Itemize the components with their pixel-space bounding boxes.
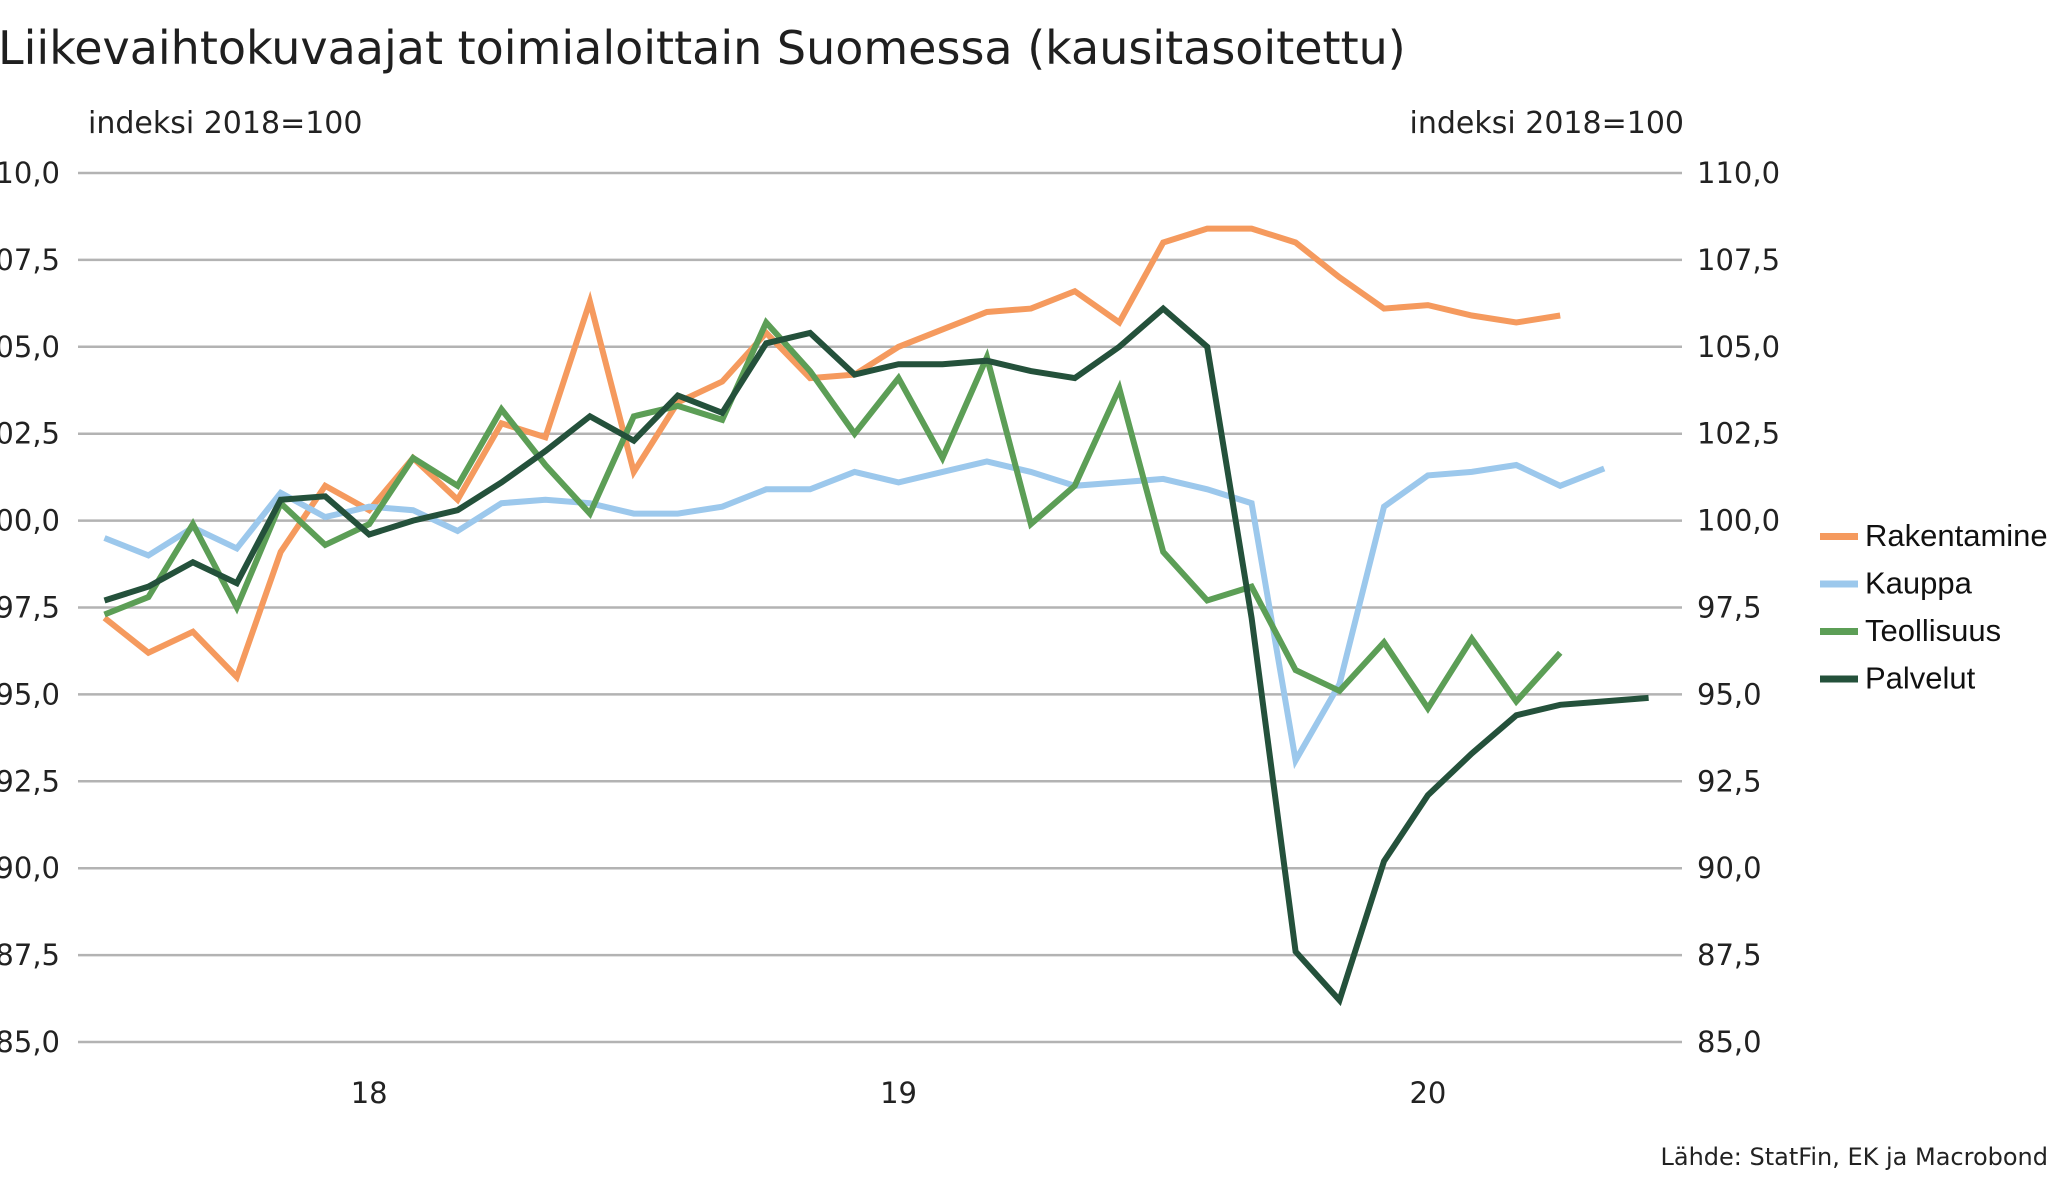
y-tick-left: 105,0: [0, 330, 60, 364]
series-teollisuus: [103, 317, 1563, 714]
legend-swatch: [1820, 533, 1858, 540]
y-tick-left: 92,5: [0, 764, 60, 798]
series-line: [103, 317, 1563, 714]
series-kauppa: [103, 458, 1606, 770]
y-axis-left-label: indeksi 2018=100: [88, 106, 362, 141]
series-line: [103, 458, 1606, 770]
y-tick-left: 102,5: [0, 417, 60, 451]
y-tick-left: 90,0: [0, 851, 60, 885]
y-tick-left: 95,0: [0, 677, 60, 711]
y-tick-left: 85,0: [0, 1025, 60, 1059]
y-tick-right: 95,0: [1697, 677, 1762, 711]
y-tick-right: 90,0: [1697, 851, 1762, 885]
x-tick: 19: [880, 1076, 917, 1110]
y-tick-right: 105,0: [1697, 330, 1780, 364]
x-tick: 20: [1409, 1076, 1446, 1110]
y-tick-right: 97,5: [1697, 591, 1762, 625]
legend-item-teollisuus: Teollisuus: [1820, 613, 2001, 648]
y-tick-right: 110,0: [1697, 156, 1780, 190]
y-tick-left: 100,0: [0, 504, 60, 538]
legend-label: Palvelut: [1865, 661, 1976, 696]
y-tick-left: 110,0: [0, 156, 60, 190]
plot-area: [102, 225, 1649, 1007]
legend-item-rakentaminen: Rakentaminen: [1820, 518, 2048, 553]
y-tick-left: 97,5: [0, 591, 60, 625]
series-palvelut: [103, 304, 1649, 1007]
legend-item-palvelut: Palvelut: [1820, 661, 1976, 696]
legend-label: Teollisuus: [1865, 613, 2001, 648]
y-tick-right: 85,0: [1697, 1025, 1762, 1059]
y-tick-right: 92,5: [1697, 764, 1762, 798]
x-tick: 18: [351, 1076, 388, 1110]
y-tick-right: 102,5: [1697, 417, 1780, 451]
y-tick-right: 100,0: [1697, 504, 1780, 538]
series-line: [103, 304, 1649, 1007]
x-axis: 18 19 20: [351, 1076, 1447, 1110]
y-axis-right: 110,0 107,5 105,0 102,5 100,0 97,5 95,0 92,5 90,…: [1697, 156, 1780, 1059]
legend-label: Rakentaminen: [1865, 518, 2048, 553]
grid-lines: [78, 171, 1682, 1044]
legend-swatch: [1820, 628, 1858, 635]
y-tick-right: 87,5: [1697, 938, 1762, 972]
chart-title: Liikevaihtokuvaajat toimialoittain Suome…: [0, 21, 1406, 75]
y-axis-left: 110,0 107,5 105,0 102,5 100,0 97,5 95,0 92,5 90,…: [0, 156, 60, 1059]
legend-label: Kauppa: [1865, 566, 1973, 601]
legend-swatch: [1820, 675, 1858, 683]
legend-item-kauppa: Kauppa: [1820, 566, 1973, 601]
y-tick-right: 107,5: [1697, 243, 1780, 277]
legend: Rakentaminen Kauppa Teollisuus Palvelut: [1820, 518, 2048, 696]
series-line: [102, 225, 1561, 683]
source-note: Lähde: StatFin, EK ja Macrobond: [1661, 1143, 2048, 1171]
y-axis-right-label: indeksi 2018=100: [1410, 106, 1684, 141]
series-rakentaminen: [102, 225, 1561, 683]
legend-swatch: [1820, 580, 1858, 588]
y-tick-left: 107,5: [0, 243, 60, 277]
y-tick-left: 87,5: [0, 938, 60, 972]
